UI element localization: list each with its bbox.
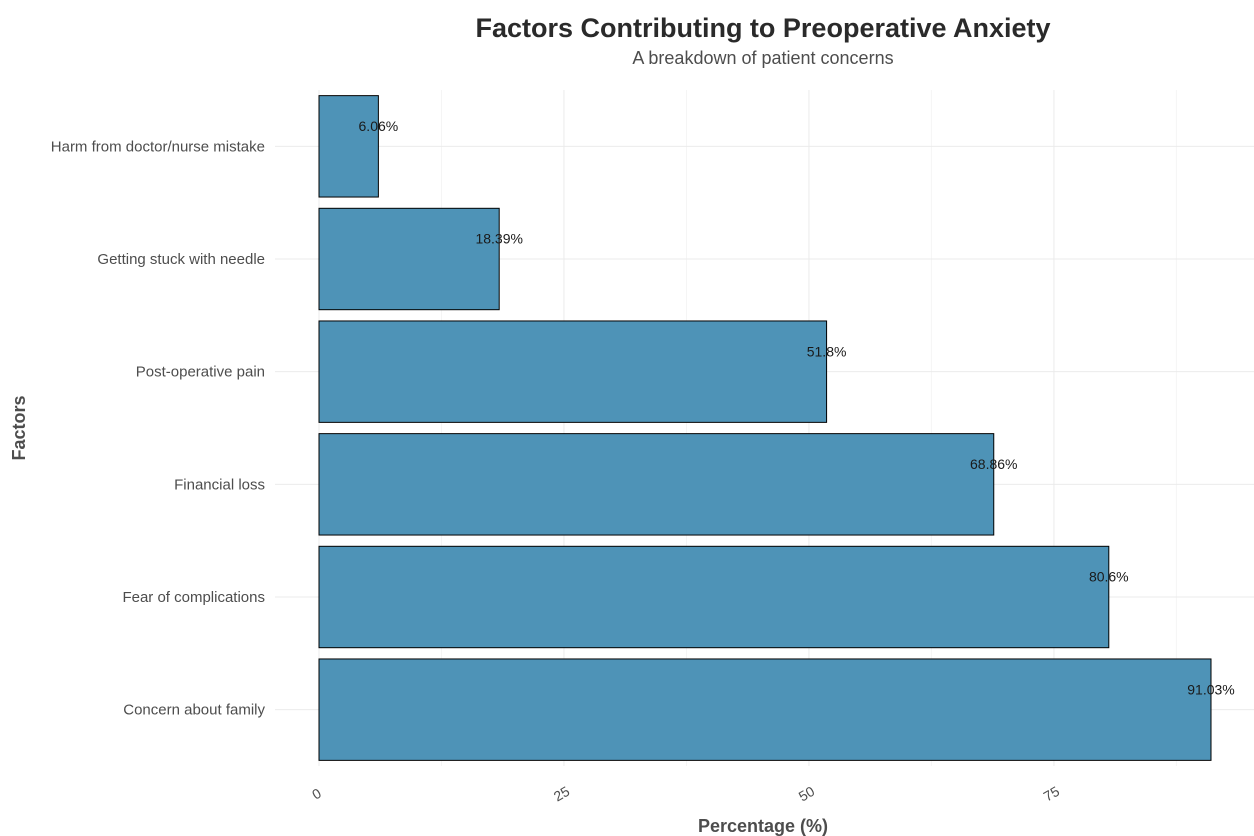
y-axis-title: Factors <box>9 395 29 460</box>
category-label: Post-operative pain <box>136 364 265 381</box>
x-tick-label: 75 <box>1041 783 1063 805</box>
chart-subtitle: A breakdown of patient concerns <box>632 48 893 68</box>
bar <box>318 207 500 311</box>
bar <box>318 433 995 536</box>
bars <box>318 95 1212 761</box>
data-labels: 91.03% 80.6% 68.86% 51.8% 18.39% 6.06% <box>359 118 1235 697</box>
data-label: 91.03% <box>1187 681 1234 697</box>
data-label: 6.06% <box>359 118 399 134</box>
x-tick-label: 0 <box>309 785 324 803</box>
data-label: 51.8% <box>807 343 847 359</box>
x-axis-title: Percentage (%) <box>698 816 828 836</box>
x-tick-label: 50 <box>796 783 818 805</box>
bar <box>318 658 1212 761</box>
category-label: Fear of complications <box>122 589 265 606</box>
data-label: 80.6% <box>1089 569 1129 585</box>
category-label: Concern about family <box>123 702 265 719</box>
chart-title: Factors Contributing to Preoperative Anx… <box>475 13 1050 43</box>
bar <box>318 95 379 198</box>
x-tick-label: 25 <box>551 783 573 805</box>
bar <box>318 545 1110 649</box>
category-label: Getting stuck with needle <box>97 251 265 268</box>
data-label: 18.39% <box>475 231 522 247</box>
category-label: Financial loss <box>174 476 265 493</box>
category-labels: Concern about family Fear of complication… <box>51 138 266 718</box>
x-tick-labels: 0 25 50 75 <box>309 783 1062 805</box>
data-label: 68.86% <box>970 456 1017 472</box>
category-label: Harm from doctor/nurse mistake <box>51 138 265 155</box>
bar <box>318 320 828 423</box>
